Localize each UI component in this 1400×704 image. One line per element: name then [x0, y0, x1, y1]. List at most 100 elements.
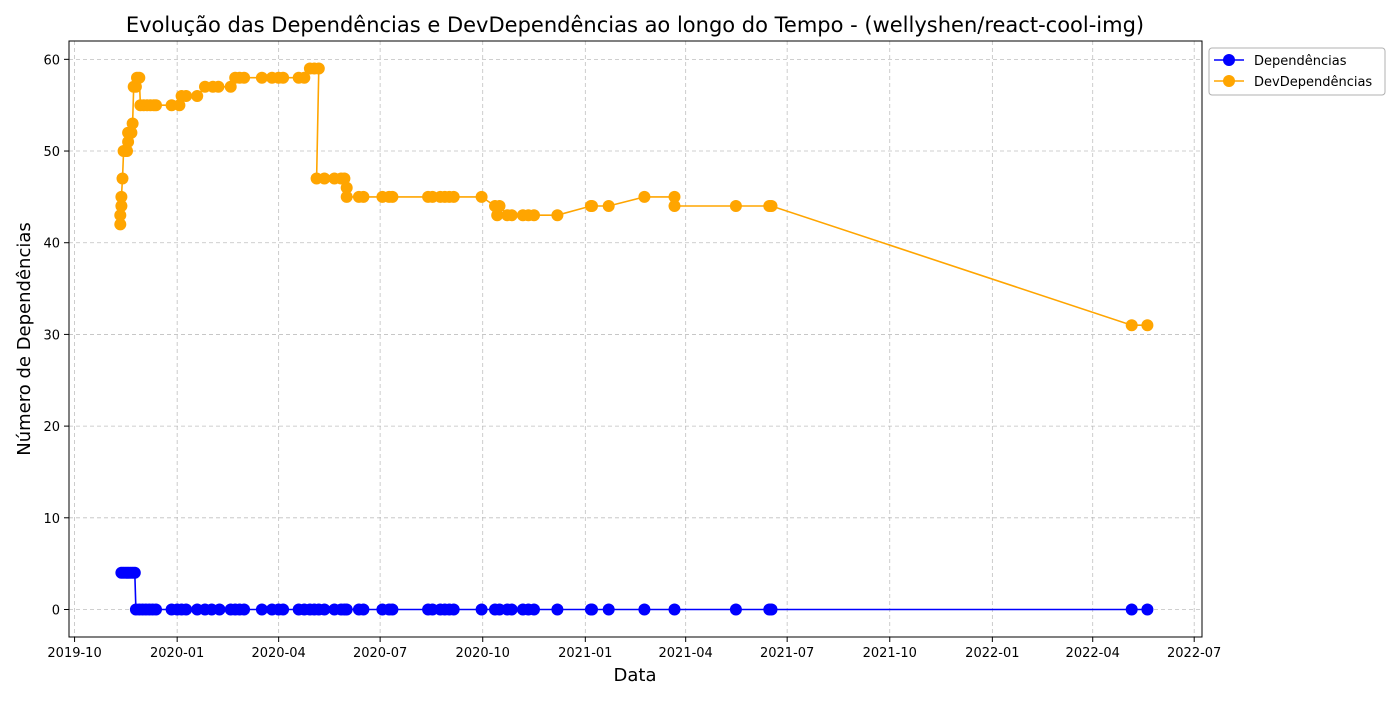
y-tick-label: 40 [43, 237, 60, 252]
data-point [180, 603, 193, 616]
y-tick-label: 50 [43, 145, 60, 160]
data-point [213, 603, 226, 616]
data-point [340, 603, 353, 616]
x-tick-label: 2021-01 [558, 646, 612, 661]
y-axis-label: Número de Dependências [14, 222, 35, 456]
legend-marker-devdependencias [1223, 75, 1235, 87]
x-tick-label: 2022-01 [965, 646, 1019, 661]
data-point [128, 566, 141, 579]
data-point [277, 71, 290, 84]
y-axis-ticks: 0 10 20 30 40 50 60 [43, 53, 69, 618]
x-tick-label: 2022-04 [1066, 646, 1120, 661]
data-point [298, 71, 311, 84]
data-point [447, 190, 460, 203]
chart-title: Evolução das Dependências e DevDependênc… [126, 13, 1144, 37]
data-point [386, 603, 399, 616]
data-point [122, 135, 135, 148]
data-point [1125, 319, 1138, 332]
data-point [125, 126, 138, 139]
data-point [255, 603, 268, 616]
data-point [638, 603, 651, 616]
data-point [318, 603, 331, 616]
x-tick-label: 2021-07 [760, 646, 814, 661]
plot-area-frame [68, 40, 1203, 638]
legend-label-dependencias: Dependências [1254, 54, 1347, 69]
x-tick-label: 2020-07 [353, 646, 407, 661]
x-axis-ticks: 2019-10 2020-01 2020-04 2020-07 2020-10 2021-… [47, 637, 1221, 661]
data-point [1125, 603, 1138, 616]
y-tick-label: 0 [52, 603, 60, 618]
data-point [1141, 603, 1154, 616]
data-point [1141, 319, 1154, 332]
data-point [551, 603, 564, 616]
data-point [212, 80, 225, 93]
series-dependencias [115, 566, 1154, 616]
data-point [668, 603, 681, 616]
data-point [312, 62, 325, 75]
data-point [357, 603, 370, 616]
data-point [638, 190, 651, 203]
grid-lines [69, 41, 1202, 637]
series-line [119, 67, 1148, 327]
data-point [116, 172, 129, 185]
data-point [602, 603, 615, 616]
data-point [340, 190, 353, 203]
legend-marker-dependencias [1223, 54, 1235, 66]
data-point [318, 172, 331, 185]
y-tick-label: 20 [43, 420, 60, 435]
data-point [338, 172, 351, 185]
data-point [238, 603, 251, 616]
legend-box [1208, 47, 1386, 96]
x-tick-label: 2020-01 [150, 646, 204, 661]
data-point [586, 603, 598, 616]
data-point [505, 209, 518, 222]
y-tick-label: 60 [43, 53, 60, 68]
data-point [121, 145, 133, 157]
x-tick-label: 2019-10 [47, 646, 101, 661]
data-point [586, 200, 598, 212]
data-point [277, 603, 290, 616]
data-point [180, 90, 193, 102]
data-point [668, 200, 681, 212]
data-point [129, 80, 142, 93]
data-point [114, 209, 127, 222]
x-tick-label: 2020-04 [251, 646, 305, 661]
data-point [602, 200, 615, 212]
y-tick-label: 10 [43, 512, 60, 527]
x-tick-label: 2021-10 [863, 646, 917, 661]
data-point [475, 603, 488, 616]
data-point [729, 200, 742, 212]
series-line [121, 571, 1148, 611]
y-tick-label: 30 [43, 328, 60, 343]
x-tick-label: 2022-07 [1167, 646, 1221, 661]
x-tick-label: 2021-04 [659, 646, 713, 661]
legend: Dependências DevDependências [1208, 47, 1386, 96]
data-point [150, 603, 162, 616]
data-point [191, 90, 204, 102]
data-point [386, 190, 399, 203]
legend-label-devdependencias: DevDependências [1254, 75, 1372, 90]
data-point [115, 200, 128, 212]
data-point [493, 200, 506, 212]
data-point [729, 603, 742, 616]
series-layer [114, 62, 1154, 616]
data-point [765, 200, 778, 212]
x-tick-label: 2020-10 [456, 646, 510, 661]
series-devdependencias [114, 62, 1154, 332]
data-point [340, 181, 353, 194]
data-point [765, 603, 778, 616]
data-point [224, 80, 237, 93]
data-point [447, 603, 460, 616]
data-point [150, 99, 162, 112]
data-point [173, 99, 186, 112]
data-point [133, 71, 146, 84]
data-point [238, 71, 251, 84]
data-point [551, 209, 564, 222]
x-axis-label: Data [614, 665, 657, 686]
data-point [114, 218, 127, 231]
data-point [255, 71, 268, 84]
data-point [505, 603, 518, 616]
data-point [475, 190, 488, 203]
